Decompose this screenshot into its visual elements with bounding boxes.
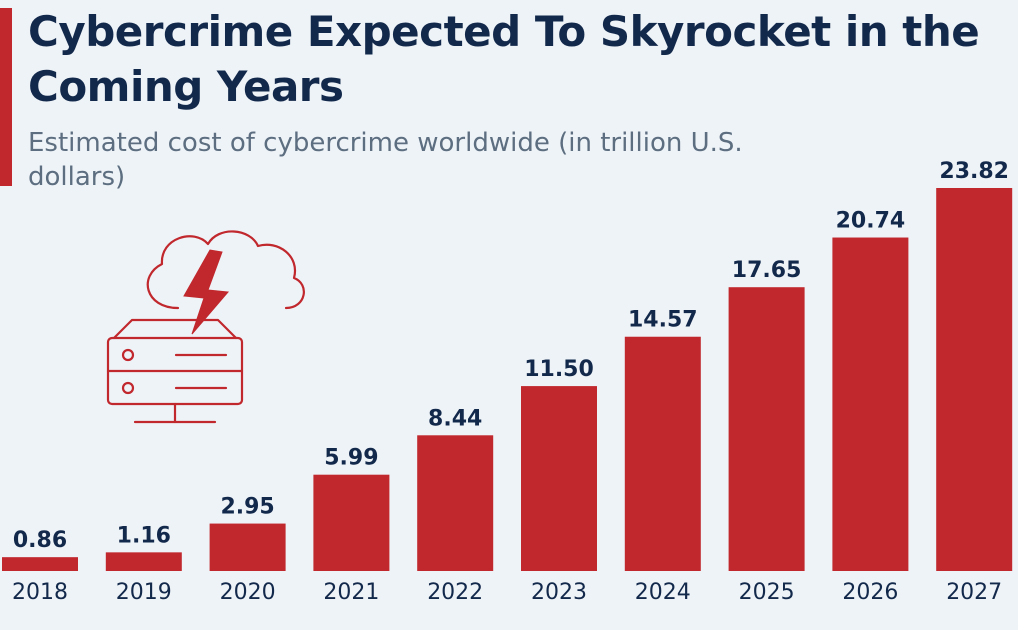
bar-2019 [105,552,182,571]
bar-2027 [936,188,1013,571]
bar-2022 [417,435,494,571]
value-label-2027: 23.82 [939,159,1009,184]
value-label-2018: 0.86 [13,528,67,553]
cloud-icon [146,230,305,310]
bar-2026 [832,237,909,572]
x-tick-label-2024: 2024 [635,580,691,605]
bar-2024 [624,336,701,571]
bar-2020 [209,523,286,571]
x-tick-label-2027: 2027 [946,580,1002,605]
chart-subtitle: Estimated cost of cybercrime worldwide (… [28,128,743,192]
value-label-2019: 1.16 [117,523,171,548]
bar-2018 [2,557,78,571]
bars-group: 0.86 2018 1.16 2019 2.95 2020 5.99 2021 8.44 2022… [2,159,1013,605]
accent-bar [0,8,12,186]
value-label-2020: 2.95 [220,495,274,520]
bar-2023 [521,386,597,571]
server-icon [106,318,244,424]
x-tick-label-2025: 2025 [739,580,795,605]
x-tick-label-2018: 2018 [12,580,68,605]
chart-title: Cybercrime Expected To Skyrocket in the … [28,7,980,111]
value-label-2021: 5.99 [324,446,378,471]
lightning-bolt-icon [183,249,230,335]
value-label-2024: 14.57 [628,308,698,333]
x-tick-label-2021: 2021 [323,580,379,605]
value-label-2023: 11.50 [524,357,594,382]
bar-2025 [728,287,805,571]
value-label-2025: 17.65 [732,258,802,283]
value-label-2026: 20.74 [836,209,906,234]
x-tick-label-2026: 2026 [842,580,898,605]
x-tick-label-2020: 2020 [220,580,276,605]
bar-2021 [313,474,390,571]
x-tick-label-2019: 2019 [116,580,172,605]
x-tick-label-2022: 2022 [427,580,483,605]
cloud-server-lightning-icon [106,230,305,424]
x-tick-label-2023: 2023 [531,580,587,605]
value-label-2022: 8.44 [428,406,482,431]
